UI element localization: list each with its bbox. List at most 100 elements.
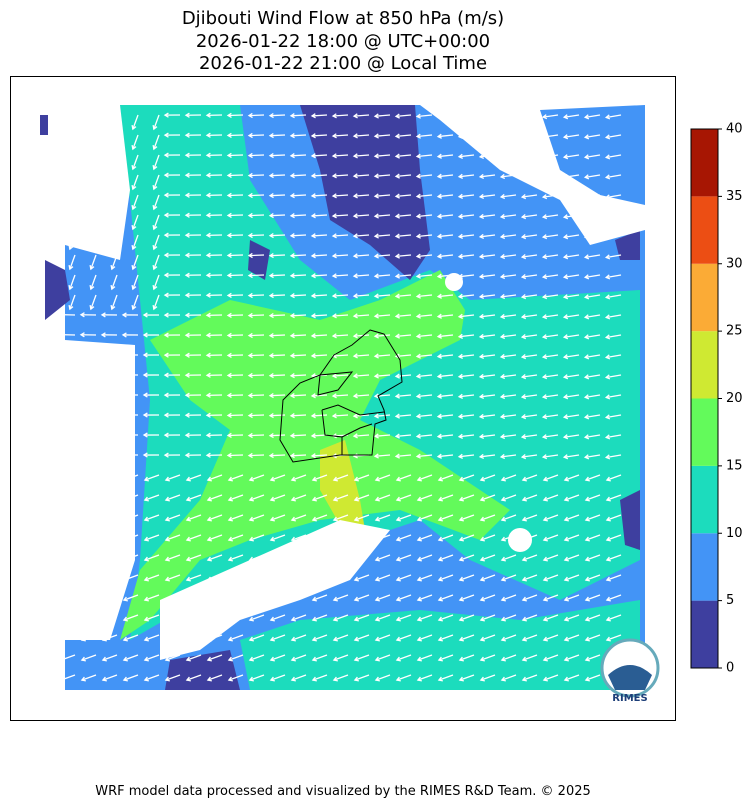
arrow-head [268, 272, 274, 279]
arrow-head [205, 212, 211, 218]
arrow-head [290, 476, 296, 482]
arrow-head [185, 536, 191, 542]
arrow-head [310, 233, 316, 239]
wind-arrow [501, 474, 517, 481]
arrow-head [163, 212, 169, 218]
arrow-head [374, 676, 380, 682]
arrow-head [437, 516, 443, 522]
wind-arrow [81, 634, 97, 641]
arrow-head [122, 576, 128, 582]
arrow-head [205, 292, 211, 298]
arrow-head [458, 516, 464, 522]
wind-arrow [585, 374, 601, 378]
wind-arrow [312, 634, 328, 641]
arrow-head [353, 536, 359, 542]
arrow-head [152, 225, 158, 231]
wind-arrow [123, 674, 139, 681]
arrow-head [415, 373, 421, 379]
wind-arrow [417, 134, 433, 138]
arrow-head [206, 676, 212, 682]
wind-arrow [417, 674, 433, 681]
arrow-head [163, 172, 169, 178]
arrow-head [562, 434, 569, 440]
wind-arrow [564, 394, 580, 398]
arrow-head [478, 293, 485, 300]
wind-arrow [269, 134, 286, 137]
wind-arrow [311, 114, 328, 117]
arrow-head [605, 536, 611, 542]
wind-arrow [417, 174, 433, 178]
wind-arrow [60, 634, 76, 641]
arrow-head [205, 252, 211, 258]
wind-arrow [90, 174, 97, 190]
wind-arrow [522, 474, 538, 481]
wind-arrow [270, 634, 286, 641]
arrow-head [437, 616, 443, 622]
map-frame [10, 76, 676, 721]
wind-arrow [522, 534, 538, 541]
wind-arrow [417, 234, 433, 238]
arrow-head [373, 433, 379, 439]
arrow-head [164, 636, 170, 642]
wind-arrow [606, 394, 622, 399]
wind-arrow [90, 294, 97, 310]
arrow-head [100, 452, 106, 458]
arrow-head [100, 352, 106, 358]
footer: WRF model data processed and visualized … [95, 784, 591, 799]
arrow-head [583, 334, 590, 340]
wind-arrow [438, 314, 454, 318]
wind-arrow [543, 614, 559, 621]
arrow-head [289, 293, 295, 299]
arrow-head [164, 576, 170, 582]
arrow-head [121, 432, 127, 438]
wind-arrow [332, 394, 349, 397]
arrow-head [394, 453, 400, 459]
arrow-head [416, 476, 422, 482]
arrow-head [353, 596, 359, 602]
wind-arrow [333, 634, 349, 641]
arrow-head [332, 536, 338, 542]
arrow-head [415, 113, 421, 119]
arrow-head [58, 312, 64, 318]
wind-arrow [417, 514, 433, 521]
wind-arrow [165, 474, 181, 481]
arrow-head [583, 434, 590, 440]
wind-arrow [459, 114, 475, 118]
arrow-head [227, 616, 233, 622]
arrow-head [332, 496, 338, 502]
wind-arrow [522, 674, 538, 681]
arrow-head [310, 113, 316, 119]
arrow-head [185, 516, 191, 522]
arrow-head [68, 125, 74, 131]
arrow-head [289, 233, 295, 239]
wind-arrow [332, 214, 349, 217]
arrow-head [185, 496, 191, 502]
arrow-head [131, 245, 137, 251]
wind-arrow [480, 254, 496, 258]
arrow-head [604, 314, 611, 320]
arrow-head [521, 536, 527, 542]
wind-arrow [312, 594, 328, 601]
wind-arrow [249, 614, 265, 621]
wind-arrow [123, 474, 139, 481]
arrow-head [563, 656, 569, 662]
arrow-head [184, 212, 190, 218]
wind-arrow [606, 274, 622, 279]
wind-arrow [585, 434, 601, 438]
wind-arrow [522, 634, 538, 641]
wind-arrow [564, 594, 580, 601]
arrow-head [353, 616, 359, 622]
wind-arrow [332, 174, 349, 177]
wind-arrow [585, 234, 601, 238]
wind-arrow [290, 134, 307, 137]
arrow-head [248, 576, 254, 582]
wind-arrow [396, 174, 412, 178]
wind-arrow [585, 334, 601, 338]
arrow-head [416, 536, 422, 542]
arrow-head [79, 372, 85, 378]
arrow-head [226, 212, 232, 219]
arrow-head [143, 476, 149, 482]
wind-arrow [290, 454, 307, 457]
arrow-head [437, 576, 443, 582]
wind-arrow [165, 574, 181, 581]
